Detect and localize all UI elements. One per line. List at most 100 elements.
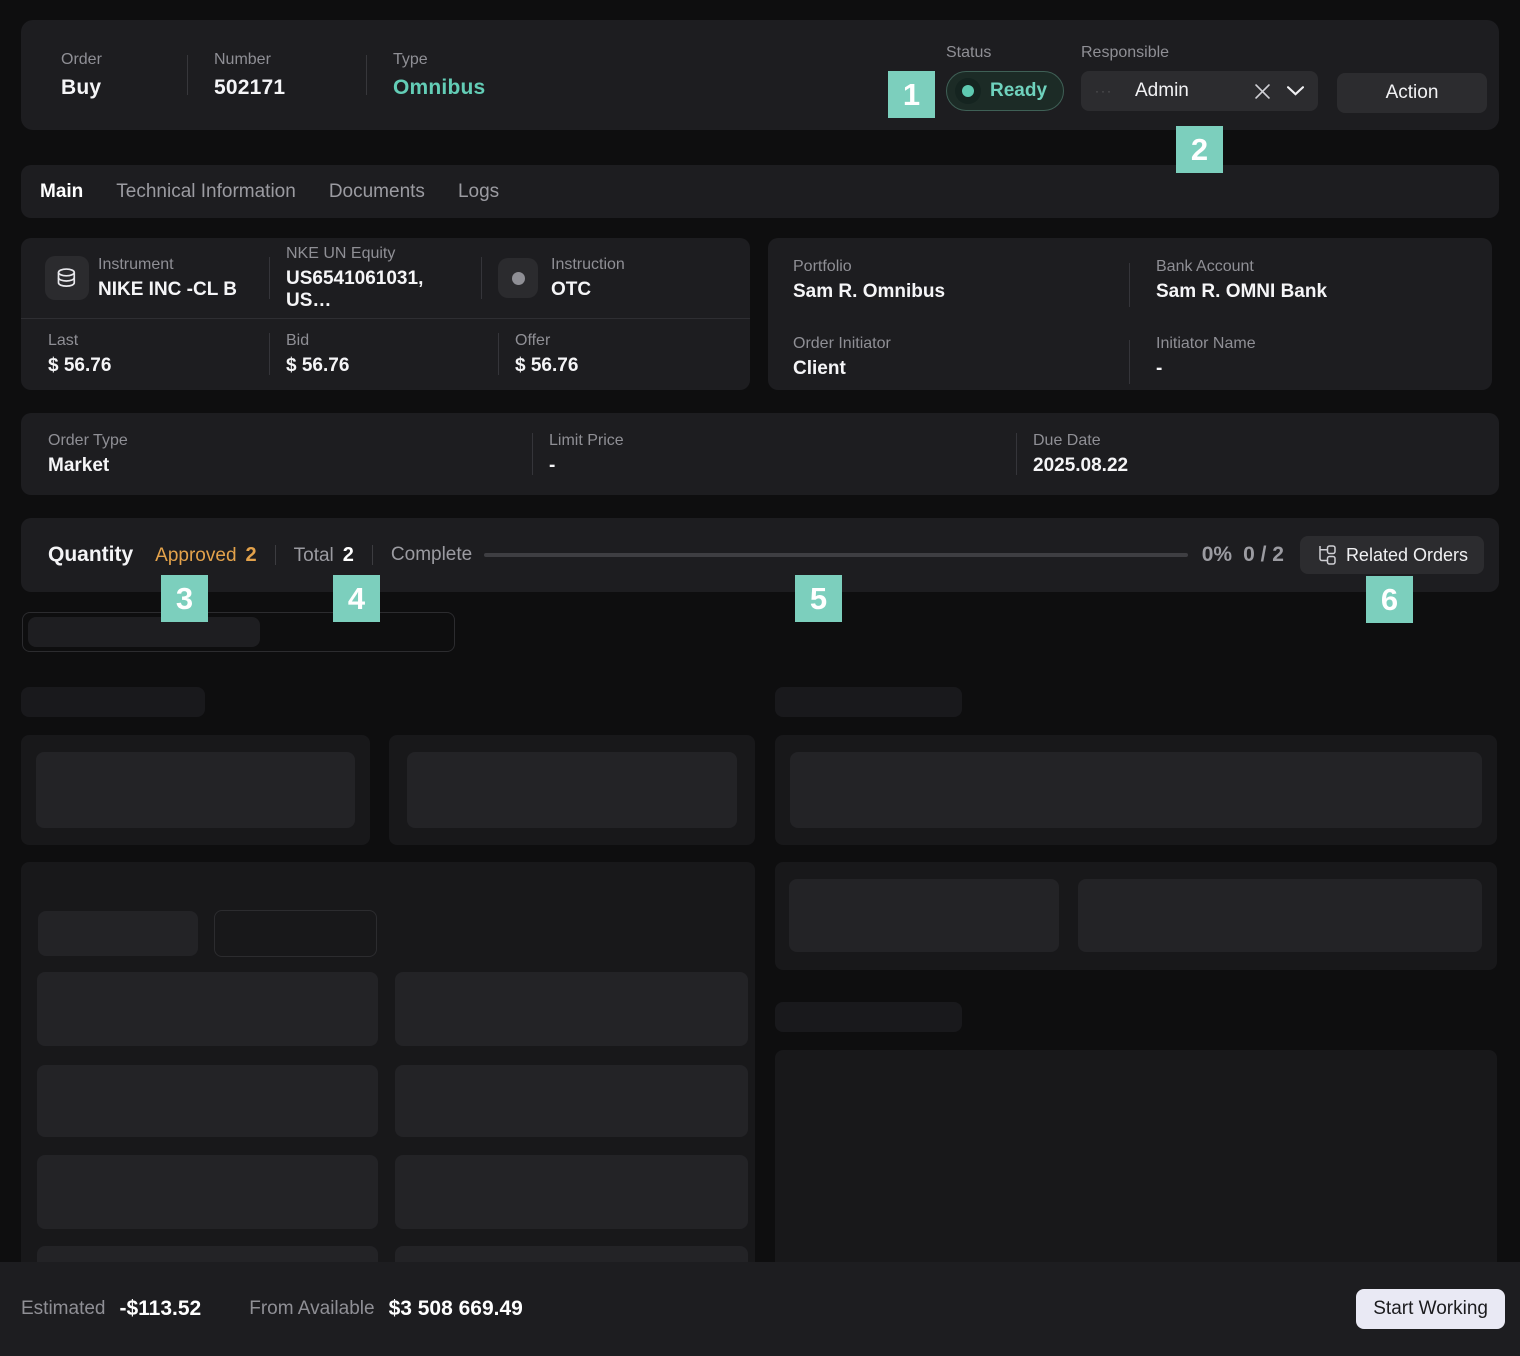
- order-type-value: Omnibus: [393, 75, 486, 99]
- price-row: Last $ 56.76 Bid $ 56.76 Offer $ 56.76: [21, 318, 750, 389]
- status-label: Status: [946, 44, 992, 61]
- annotation-badge-5: 5: [795, 575, 842, 622]
- bank-account-field: Bank Account Sam R. OMNI Bank: [1129, 258, 1492, 313]
- chevron-down-icon: [1287, 86, 1304, 96]
- skeleton-card: [21, 735, 370, 845]
- progress-bar: [484, 553, 1188, 557]
- equity-value: US6541061031, US…: [286, 267, 424, 311]
- status-dot-ring: [955, 78, 981, 104]
- divider: [274, 545, 276, 565]
- order-initiator-field: Order Initiator Client: [793, 335, 1156, 390]
- start-working-button[interactable]: Start Working: [1356, 1289, 1505, 1329]
- order-type: Type Omnibus: [393, 51, 485, 100]
- estimated-label: Estimated: [21, 1298, 106, 1319]
- tab-bar: Main Technical Information Documents Log…: [21, 165, 1499, 218]
- instrument-row: Instrument NIKE INC -CL B NKE UN Equity …: [21, 238, 750, 318]
- bank-account-value: Sam R. OMNI Bank: [1156, 281, 1328, 302]
- start-working-label: Start Working: [1373, 1298, 1488, 1319]
- order-header: Order Buy Number 502171 Type Omnibus Sta…: [21, 20, 1499, 130]
- skeleton-card: [389, 735, 755, 845]
- skeleton-segmented-control: [22, 612, 455, 652]
- action-button[interactable]: Action: [1337, 73, 1487, 113]
- skeleton-box: [395, 1065, 748, 1137]
- offer-price-field: Offer $ 56.76: [515, 332, 578, 377]
- skeleton-box: [789, 879, 1059, 952]
- skeleton-label: [775, 1002, 962, 1032]
- initiator-name-field: Initiator Name -: [1129, 335, 1492, 390]
- order-summary: Order Buy Number 502171 Type Omnibus: [61, 20, 485, 130]
- tree-icon: [1319, 545, 1336, 565]
- bank-account-label: Bank Account: [1156, 258, 1254, 275]
- responsible-placeholder: ···: [1095, 84, 1113, 98]
- tab-documents[interactable]: Documents: [328, 180, 425, 202]
- annotation-badge-4: 4: [333, 575, 380, 622]
- responsible-dropdown[interactable]: ··· Admin: [1081, 71, 1318, 111]
- status-badge[interactable]: Ready: [946, 71, 1065, 111]
- limit-price-field: Limit Price -: [549, 432, 1000, 477]
- offer-value: $ 56.76: [515, 354, 579, 376]
- order-type-label: Type: [393, 50, 428, 68]
- limit-price-label: Limit Price: [549, 431, 624, 449]
- skeleton-card: [775, 735, 1497, 845]
- divider: [187, 55, 188, 95]
- tab-technical-information[interactable]: Technical Information: [116, 180, 296, 202]
- related-orders-label: Related Orders: [1345, 544, 1468, 565]
- initiator-name-label: Initiator Name: [1156, 335, 1256, 352]
- bid-price-field: Bid $ 56.76: [286, 332, 482, 377]
- skeleton-box: [37, 972, 378, 1046]
- order-side-value: Buy: [61, 75, 102, 99]
- skeleton-box: [395, 1155, 748, 1229]
- from-available-label: From Available: [249, 1298, 375, 1319]
- total-label: Total: [293, 544, 334, 566]
- divider: [532, 433, 533, 475]
- due-date-field: Due Date 2025.08.22: [1033, 432, 1128, 477]
- divider: [371, 545, 373, 565]
- coins-icon: [45, 256, 89, 300]
- circle-dot-icon: [962, 85, 974, 97]
- order-initiator-label: Order Initiator: [793, 335, 891, 352]
- footer-bar: Estimated -$113.52 From Available $3 508…: [0, 1262, 1520, 1356]
- progress-percent: 0%: [1201, 543, 1233, 566]
- due-date-label: Due Date: [1033, 431, 1101, 449]
- progress-readout: 0% 0 / 2: [1202, 543, 1284, 567]
- responsible-expand-button[interactable]: [1287, 86, 1304, 96]
- order-side-label: Order: [61, 50, 102, 68]
- bid-value: $ 56.76: [286, 354, 350, 376]
- order-number: Number 502171: [214, 51, 340, 100]
- estimated-field: Estimated -$113.52: [21, 1297, 201, 1321]
- offer-label: Offer: [515, 331, 551, 349]
- portfolio-field: Portfolio Sam R. Omnibus: [793, 258, 1156, 313]
- skeleton-box: [37, 1155, 378, 1229]
- skeleton-box: [1078, 879, 1482, 952]
- from-available-value: $3 508 669.49: [388, 1297, 523, 1320]
- instrument-label: Instrument: [98, 255, 174, 273]
- approved-value: 2: [245, 543, 257, 566]
- equity-field: NKE UN Equity US6541061031, US…: [286, 245, 465, 312]
- equity-label: NKE UN Equity: [286, 244, 396, 262]
- limit-price-value: -: [549, 454, 556, 476]
- annotation-badge-1: 1: [888, 71, 935, 118]
- skeleton-box: [38, 911, 198, 956]
- portfolio-label: Portfolio: [793, 258, 852, 275]
- bid-label: Bid: [286, 331, 310, 349]
- due-date-value: 2025.08.22: [1033, 454, 1129, 476]
- portfolio-card: Portfolio Sam R. Omnibus Bank Account Sa…: [768, 238, 1492, 390]
- instrument-card: Instrument NIKE INC -CL B NKE UN Equity …: [21, 238, 750, 390]
- approved-label: Approved: [155, 544, 237, 566]
- complete-label: Complete: [390, 544, 473, 565]
- last-price-field: Last $ 56.76: [48, 332, 253, 377]
- responsible-clear-button[interactable]: [1255, 83, 1270, 99]
- order-type-detail-label: Order Type: [48, 431, 128, 449]
- tab-main[interactable]: Main: [40, 180, 84, 202]
- instruction-label: Instruction: [551, 255, 625, 273]
- instrument-field: Instrument NIKE INC -CL B: [98, 256, 253, 301]
- divider: [498, 333, 499, 375]
- divider: [481, 257, 482, 299]
- related-orders-button[interactable]: Related Orders: [1299, 536, 1484, 574]
- instruction-value: OTC: [551, 278, 592, 300]
- progress-count: 0 / 2: [1243, 543, 1284, 566]
- tab-logs[interactable]: Logs: [457, 180, 500, 202]
- x-icon: [1255, 83, 1270, 99]
- order-type-field: Order Type Market: [48, 432, 516, 477]
